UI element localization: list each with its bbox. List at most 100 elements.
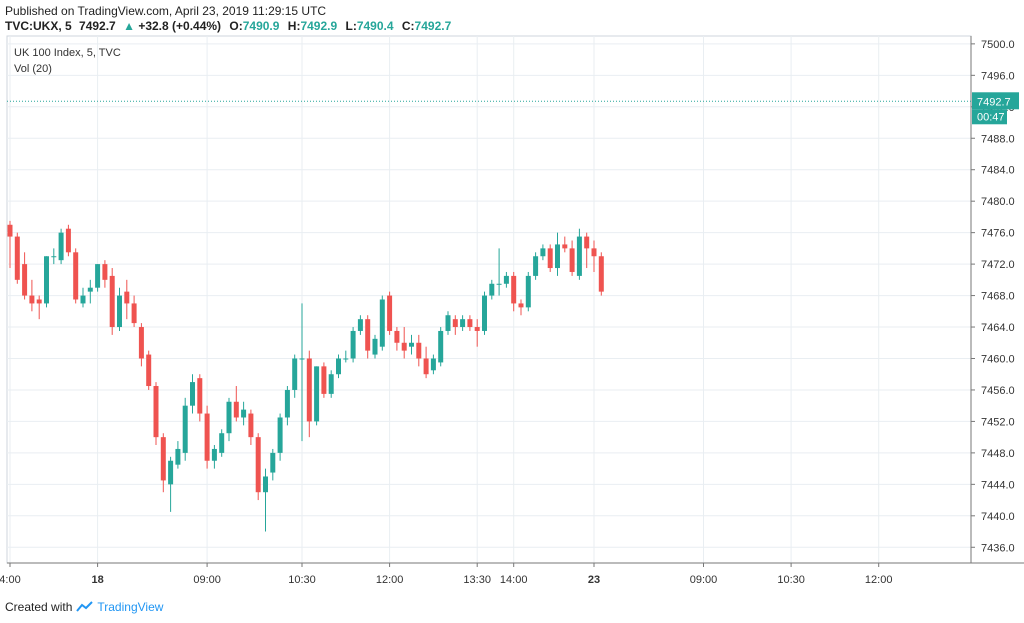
candle-body[interactable] bbox=[503, 275, 509, 284]
x-tick-label: 09:00 bbox=[690, 574, 718, 586]
candle-body[interactable] bbox=[14, 236, 20, 280]
candle-body[interactable] bbox=[182, 405, 188, 453]
candle-body[interactable] bbox=[80, 295, 86, 304]
candle-body[interactable] bbox=[372, 338, 378, 355]
candle-body[interactable] bbox=[445, 315, 451, 331]
candle-body[interactable] bbox=[219, 433, 225, 453]
x-tick-label: 10:30 bbox=[777, 574, 805, 586]
candle-body[interactable] bbox=[591, 248, 597, 257]
symbol-label: TVC:UKX, 5 bbox=[5, 19, 72, 33]
up-arrow-icon: ▲ bbox=[123, 19, 135, 33]
candle-body[interactable] bbox=[379, 299, 385, 347]
candle-body[interactable] bbox=[496, 283, 502, 285]
candle-body[interactable] bbox=[131, 303, 137, 324]
candle-body[interactable] bbox=[409, 342, 414, 347]
y-tick-label: 7460.0 bbox=[981, 353, 1015, 365]
candle-body[interactable] bbox=[423, 358, 429, 375]
candle-body[interactable] bbox=[452, 319, 458, 328]
candle-body[interactable] bbox=[263, 476, 268, 493]
candle-body[interactable] bbox=[584, 236, 590, 249]
candle-body[interactable] bbox=[357, 319, 363, 331]
candle-body[interactable] bbox=[233, 401, 239, 418]
candle-body[interactable] bbox=[102, 264, 108, 280]
candle-body[interactable] bbox=[482, 295, 487, 331]
tradingview-brand-label: TradingView bbox=[97, 600, 164, 614]
candle-body[interactable] bbox=[394, 330, 400, 343]
candle-body[interactable] bbox=[117, 295, 122, 328]
candle-body[interactable] bbox=[211, 448, 217, 461]
candle-body[interactable] bbox=[277, 417, 283, 453]
candle-body[interactable] bbox=[197, 378, 203, 414]
candle-body[interactable] bbox=[525, 275, 531, 308]
candle-body[interactable] bbox=[365, 319, 371, 351]
last-price-tag bbox=[972, 92, 1019, 110]
candle-body[interactable] bbox=[350, 330, 356, 359]
tradingview-logo-icon bbox=[76, 601, 94, 612]
candle-body[interactable] bbox=[109, 275, 115, 328]
candle-body[interactable] bbox=[569, 248, 575, 272]
candle-body[interactable] bbox=[226, 401, 232, 434]
candle-body[interactable] bbox=[430, 358, 436, 371]
candle-body[interactable] bbox=[387, 295, 393, 331]
candle-body[interactable] bbox=[22, 264, 28, 296]
tradingview-brand[interactable]: TradingView bbox=[76, 600, 163, 614]
candle-body[interactable] bbox=[598, 256, 604, 292]
candle-body[interactable] bbox=[401, 342, 407, 351]
candle-body[interactable] bbox=[87, 287, 93, 292]
candle-body[interactable] bbox=[321, 366, 327, 394]
candle-body[interactable] bbox=[292, 358, 298, 390]
candle-body[interactable] bbox=[467, 319, 473, 328]
candle-body[interactable] bbox=[270, 452, 276, 473]
candle-body[interactable] bbox=[489, 283, 495, 296]
candle-body[interactable] bbox=[160, 437, 166, 481]
candle-body[interactable] bbox=[241, 409, 247, 418]
candle-body[interactable] bbox=[65, 228, 71, 253]
y-tick-label: 7452.0 bbox=[981, 416, 1015, 428]
candle-body[interactable] bbox=[7, 224, 13, 237]
change-value: +32.8 (+0.44%) bbox=[138, 19, 222, 33]
candle-body[interactable] bbox=[168, 460, 174, 485]
candle-body[interactable] bbox=[555, 244, 560, 269]
candle-body[interactable] bbox=[248, 413, 254, 438]
candle-body[interactable] bbox=[460, 319, 466, 328]
candle-body[interactable] bbox=[36, 299, 42, 304]
candle-body[interactable] bbox=[314, 366, 320, 422]
candle-body[interactable] bbox=[153, 386, 159, 438]
candle-body[interactable] bbox=[175, 448, 181, 465]
candle-body[interactable] bbox=[95, 264, 101, 288]
candle-body[interactable] bbox=[284, 389, 290, 418]
candle-body[interactable] bbox=[204, 413, 210, 461]
candle-body[interactable] bbox=[51, 256, 57, 258]
candle-body[interactable] bbox=[511, 275, 517, 304]
candle-body[interactable] bbox=[306, 358, 312, 422]
candle-body[interactable] bbox=[328, 374, 334, 394]
candle-body[interactable] bbox=[29, 295, 35, 304]
candle-body[interactable] bbox=[474, 327, 480, 331]
candle-body[interactable] bbox=[533, 256, 539, 276]
candle-body[interactable] bbox=[73, 252, 79, 300]
candle-body[interactable] bbox=[518, 303, 524, 308]
candle-body[interactable] bbox=[255, 437, 261, 493]
candle-body[interactable] bbox=[562, 244, 568, 249]
candle-body[interactable] bbox=[138, 327, 144, 359]
y-tick-label: 7488.0 bbox=[981, 133, 1015, 145]
candle-body[interactable] bbox=[146, 354, 152, 387]
y-tick-label: 7496.0 bbox=[981, 70, 1015, 82]
low-label: L: bbox=[345, 19, 357, 33]
candle-body[interactable] bbox=[416, 342, 422, 359]
candle-body[interactable] bbox=[299, 358, 305, 360]
candle-body[interactable] bbox=[190, 382, 195, 406]
candle-body[interactable] bbox=[576, 236, 582, 276]
candle-body[interactable] bbox=[124, 291, 130, 304]
x-tick-label: 12:00 bbox=[865, 574, 893, 586]
candle-body[interactable] bbox=[438, 330, 444, 363]
candle-body[interactable] bbox=[540, 248, 546, 257]
low-value: 7490.4 bbox=[356, 19, 394, 33]
candle-body[interactable] bbox=[343, 358, 349, 360]
candle-body[interactable] bbox=[547, 248, 553, 269]
candle-body[interactable] bbox=[336, 358, 341, 375]
candle-body[interactable] bbox=[44, 256, 49, 304]
x-tick-label: 18 bbox=[91, 574, 103, 586]
candle-body[interactable] bbox=[58, 232, 64, 261]
